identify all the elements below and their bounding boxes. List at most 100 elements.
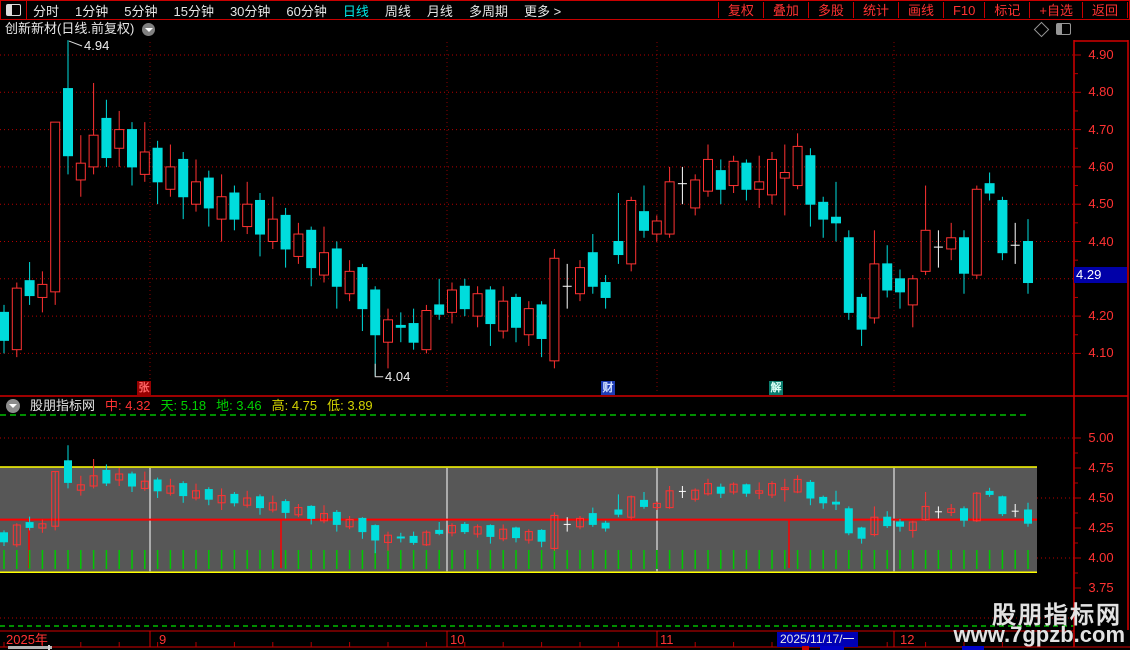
candle-body bbox=[920, 229, 931, 272]
candle-body bbox=[587, 252, 598, 287]
tools-menu-item[interactable]: 复权 bbox=[717, 2, 763, 18]
date-axis-label: 9 bbox=[159, 632, 167, 647]
candle-body bbox=[704, 483, 712, 495]
split-window-icon bbox=[6, 4, 21, 16]
period-menu-item[interactable]: 周线 bbox=[384, 3, 411, 19]
candle-body bbox=[152, 147, 163, 183]
panel-layout-icon[interactable] bbox=[1056, 23, 1071, 35]
candle-body bbox=[742, 484, 751, 494]
candle-body bbox=[24, 280, 35, 297]
candle-body bbox=[498, 300, 509, 332]
split-window-button[interactable] bbox=[1, 1, 27, 19]
candle-body bbox=[793, 478, 802, 493]
candle-body bbox=[256, 496, 264, 509]
bottom-bar-clipped-text bbox=[8, 646, 52, 649]
candle-body bbox=[179, 483, 188, 497]
candle-body bbox=[896, 521, 904, 527]
period-menu-item[interactable]: 30分钟 bbox=[229, 3, 271, 19]
candle-body bbox=[38, 523, 47, 529]
candle-body bbox=[1024, 509, 1032, 524]
candle-body bbox=[754, 181, 765, 190]
date-axis-label: 11 bbox=[660, 632, 674, 647]
candle-body bbox=[626, 199, 637, 265]
candle-body bbox=[75, 162, 86, 181]
date-axis-label: 10 bbox=[450, 632, 465, 647]
tools-menu-item[interactable]: 返回 bbox=[1081, 2, 1128, 18]
candle-body bbox=[473, 526, 482, 535]
event-badge[interactable]: 财 bbox=[601, 381, 615, 395]
period-menu-item[interactable]: 1分钟 bbox=[75, 3, 109, 19]
candle-body bbox=[818, 201, 829, 220]
candle-body bbox=[166, 485, 175, 494]
tools-menu-item[interactable]: 统计 bbox=[852, 2, 898, 18]
candle-body bbox=[255, 199, 265, 235]
period-menu-item[interactable]: 更多 > bbox=[523, 3, 562, 19]
candle-body bbox=[345, 519, 354, 528]
candle-body bbox=[421, 310, 432, 351]
chevron-down-icon[interactable] bbox=[141, 23, 155, 37]
candle-body bbox=[384, 534, 392, 543]
candle-body bbox=[63, 88, 73, 157]
candle-body bbox=[640, 499, 648, 507]
indicator-value: 中: 4.32 bbox=[105, 398, 151, 413]
candle-body bbox=[216, 196, 227, 220]
chevron-down-icon[interactable] bbox=[6, 399, 20, 413]
bottom-bar-clipped-red bbox=[802, 646, 809, 650]
candle-body bbox=[985, 490, 994, 495]
candle-body bbox=[690, 179, 701, 209]
period-menu-item[interactable]: 日线 bbox=[342, 3, 369, 19]
candle-body bbox=[857, 527, 866, 539]
candle-body bbox=[422, 531, 431, 546]
price-axis-label: 4.60 bbox=[1088, 158, 1114, 174]
bottom-bar-clipped-tick bbox=[48, 645, 50, 650]
candle-body bbox=[242, 203, 253, 228]
candle-body bbox=[499, 528, 508, 540]
price-axis-label: 4.90 bbox=[1088, 47, 1114, 62]
candle-body bbox=[729, 483, 738, 493]
candle-body bbox=[0, 311, 9, 341]
price-axis-label: 5.00 bbox=[1088, 430, 1114, 445]
tools-menu-item[interactable]: F10 bbox=[942, 2, 984, 18]
event-badge[interactable]: 张 bbox=[137, 381, 151, 395]
period-menu-item[interactable]: 分时 bbox=[33, 3, 60, 19]
tools-menu-item[interactable]: 多股 bbox=[807, 2, 853, 18]
tools-menu-item[interactable]: 标记 bbox=[984, 2, 1029, 18]
price-axis-label: 4.20 bbox=[1088, 308, 1114, 324]
candle-body bbox=[805, 155, 816, 205]
candle-body bbox=[76, 484, 85, 491]
candle-body bbox=[64, 460, 72, 483]
candle-body bbox=[576, 517, 584, 528]
candle-body bbox=[856, 296, 867, 330]
tools-menu-item[interactable]: 叠加 bbox=[762, 2, 808, 18]
candle-body bbox=[780, 487, 789, 491]
candle-body bbox=[191, 181, 201, 205]
tools-menu-item[interactable]: 画线 bbox=[897, 2, 943, 18]
high-annotation: 4.94 bbox=[84, 38, 110, 53]
candle-body bbox=[409, 535, 418, 543]
date-axis-label: 2025年 bbox=[6, 632, 48, 647]
price-axis-label: 4.00 bbox=[1088, 550, 1114, 565]
last-price-tag: 4.29 bbox=[1074, 267, 1127, 283]
period-menu-item[interactable]: 5分钟 bbox=[124, 3, 158, 19]
event-badge[interactable]: 解 bbox=[769, 381, 783, 395]
candle-body bbox=[293, 233, 304, 257]
candle-body bbox=[50, 121, 61, 293]
candle-body bbox=[716, 486, 725, 494]
tools-menu-item[interactable]: +自选 bbox=[1029, 2, 1082, 18]
period-menu-item[interactable]: 月线 bbox=[426, 3, 453, 19]
period-menu-item[interactable]: 15分钟 bbox=[173, 3, 214, 19]
indicator-value: 低: 3.89 bbox=[327, 398, 373, 413]
period-menu: 分时 1分钟 5分钟 15分钟 30分钟 60分钟 日线 周线 月线 多周期 更多 > bbox=[33, 1, 561, 19]
indicator-value: 地: 3.46 bbox=[216, 398, 262, 413]
candle-body bbox=[1023, 241, 1033, 284]
candle-body bbox=[998, 496, 1007, 515]
candle-body bbox=[960, 508, 968, 521]
period-menu-item[interactable]: 多周期 bbox=[468, 3, 508, 19]
candle-body bbox=[997, 199, 1008, 254]
period-menu-item[interactable]: 60分钟 bbox=[286, 3, 327, 19]
candle-body bbox=[588, 513, 597, 525]
candle-body bbox=[832, 501, 840, 505]
candle-body bbox=[204, 489, 213, 500]
